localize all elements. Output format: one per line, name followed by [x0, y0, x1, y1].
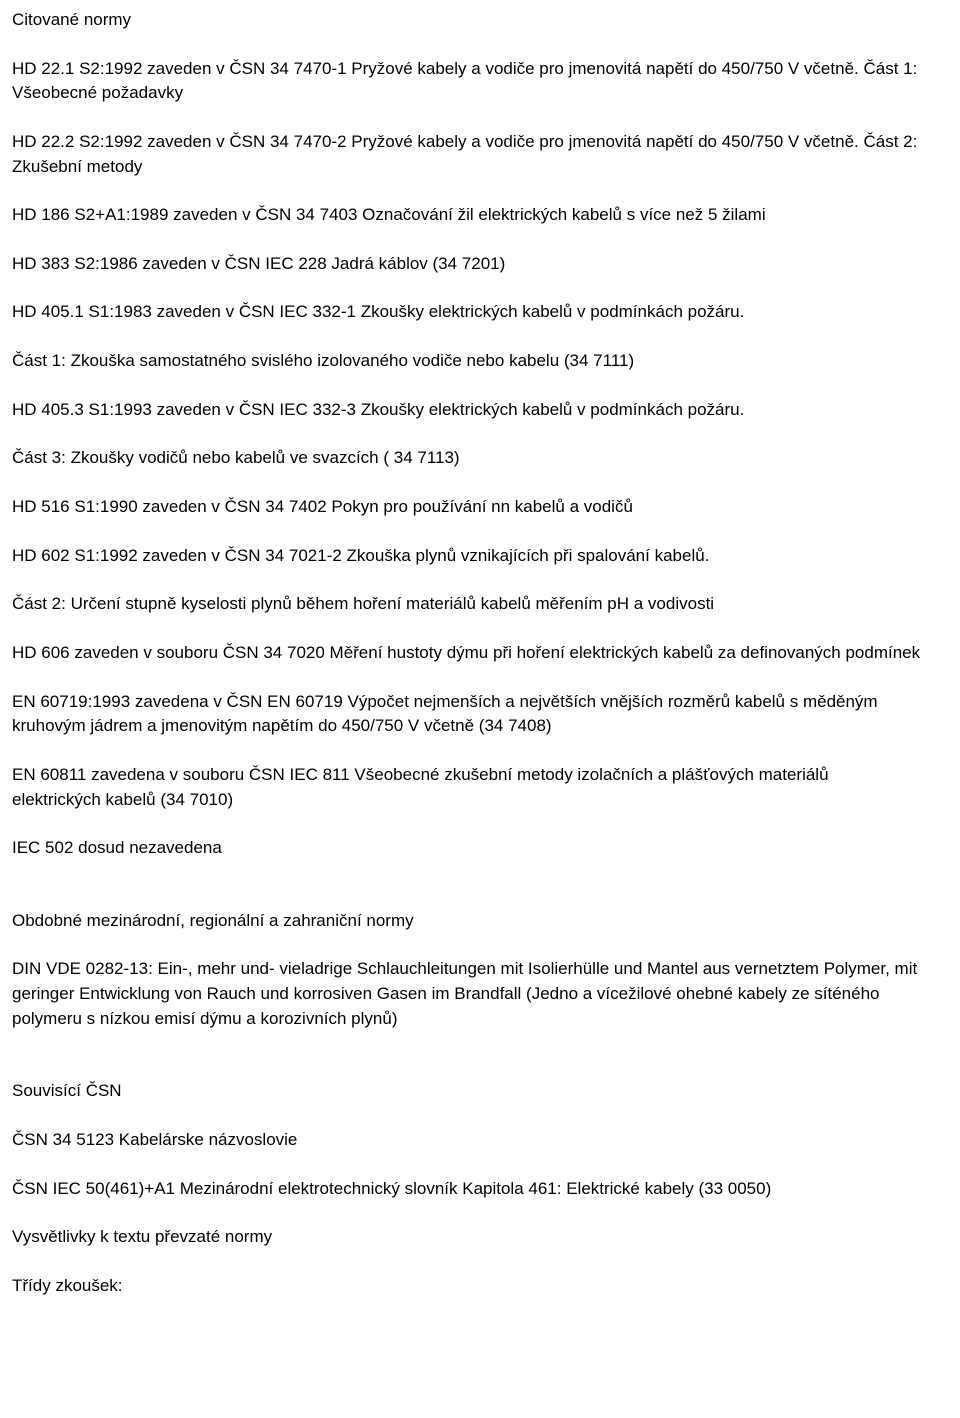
para-din-vde: DIN VDE 0282-13: Ein-, mehr und- vieladr…: [12, 957, 948, 1031]
para-en60719: EN 60719:1993 zavedena v ČSN EN 60719 Vý…: [12, 690, 948, 739]
para-part3-tests: Část 3: Zkoušky vodičů nebo kabelů ve sv…: [12, 446, 948, 471]
para-en60811-line1: EN 60811 zavedena v souboru ČSN IEC 811 …: [12, 763, 948, 788]
para-hd186: HD 186 S2+A1:1989 zaveden v ČSN 34 7403 …: [12, 203, 948, 228]
para-hd516: HD 516 S1:1990 zaveden v ČSN 34 7402 Pok…: [12, 495, 948, 520]
para-iec502: IEC 502 dosud nezavedena: [12, 836, 948, 861]
para-en60811: EN 60811 zavedena v souboru ČSN IEC 811 …: [12, 763, 948, 812]
para-part1-test: Část 1: Zkouška samostatného svislého iz…: [12, 349, 948, 374]
para-hd602: HD 602 S1:1992 zaveden v ČSN 34 7021-2 Z…: [12, 544, 948, 569]
para-hd383: HD 383 S2:1986 zaveden v ČSN IEC 228 Jad…: [12, 252, 948, 277]
para-part2-acidity: Část 2: Určení stupně kyselosti plynů bě…: [12, 592, 948, 617]
para-test-classes: Třídy zkoušek:: [12, 1274, 948, 1299]
para-hd405-1: HD 405.1 S1:1983 zaveden v ČSN IEC 332-1…: [12, 300, 948, 325]
para-en60811-line2: elektrických kabelů (34 7010): [12, 788, 948, 813]
para-hd22-1: HD 22.1 S2:1992 zaveden v ČSN 34 7470-1 …: [12, 57, 948, 106]
para-csn-iec-50: ČSN IEC 50(461)+A1 Mezinárodní elektrote…: [12, 1177, 948, 1202]
para-hd22-2: HD 22.2 S2:1992 zaveden v ČSN 34 7470-2 …: [12, 130, 948, 179]
para-csn-34-5123: ČSN 34 5123 Kabelárske názvoslovie: [12, 1128, 948, 1153]
heading-cited-standards: Citované normy: [12, 8, 948, 33]
heading-related-csn: Souvisící ČSN: [12, 1079, 948, 1104]
para-hd405-3: HD 405.3 S1:1993 zaveden v ČSN IEC 332-3…: [12, 398, 948, 423]
heading-explanatory-notes: Vysvětlivky k textu převzaté normy: [12, 1225, 948, 1250]
heading-similar-standards: Obdobné mezinárodní, regionální a zahran…: [12, 909, 948, 934]
para-hd606: HD 606 zaveden v souboru ČSN 34 7020 Měř…: [12, 641, 948, 666]
